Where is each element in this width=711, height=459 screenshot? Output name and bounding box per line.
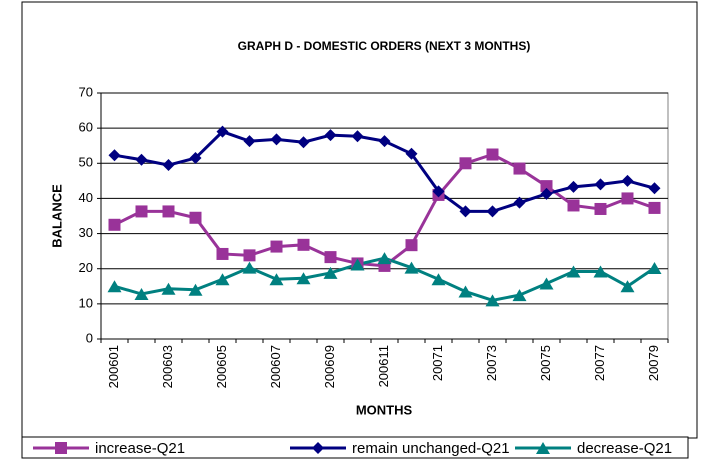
data-point (405, 239, 418, 252)
data-point (593, 265, 608, 278)
data-point (621, 192, 634, 205)
data-point (242, 261, 257, 274)
data-point (566, 265, 581, 278)
data-point (486, 205, 499, 218)
data-point (458, 285, 473, 298)
data-point (162, 205, 175, 218)
data-point (188, 283, 203, 296)
x-tick-label: 200607 (268, 345, 283, 388)
legend-marker (312, 442, 324, 454)
data-point (269, 273, 284, 286)
data-point (513, 162, 526, 175)
data-point (540, 180, 553, 193)
data-point (405, 147, 418, 160)
y-tick-label: 0 (86, 330, 93, 345)
data-point (243, 249, 256, 262)
data-point (620, 280, 635, 293)
data-point (648, 182, 661, 195)
x-tick-label: 20077 (592, 345, 607, 381)
legend-label: increase-Q21 (95, 440, 185, 457)
data-point (296, 272, 311, 285)
x-tick-label: 200611 (376, 345, 391, 387)
data-point (486, 148, 499, 161)
data-point (539, 277, 554, 290)
data-point (215, 273, 230, 286)
legend-box (21, 436, 689, 459)
data-point (161, 282, 176, 295)
x-tick-label: 20073 (484, 345, 499, 381)
data-point (351, 130, 364, 143)
y-tick-label: 70 (79, 84, 93, 99)
data-point (512, 289, 527, 302)
data-point (243, 135, 256, 148)
data-point (162, 159, 175, 172)
data-point (567, 199, 580, 212)
x-axis-label: MONTHS (356, 402, 413, 417)
x-tick-label: 200603 (160, 345, 175, 388)
y-axis-label: BALANCE (49, 184, 64, 248)
data-point (432, 185, 445, 198)
y-tick-label: 50 (79, 155, 93, 170)
data-point (540, 187, 553, 200)
data-point (323, 266, 338, 279)
data-point (189, 211, 202, 224)
data-point (648, 201, 661, 214)
data-point (404, 261, 419, 274)
data-point (297, 238, 310, 251)
x-tick-label: 200601 (106, 345, 121, 388)
chart-title: GRAPH D - DOMESTIC ORDERS (NEXT 3 MONTHS… (238, 39, 531, 53)
data-point (134, 288, 149, 301)
data-point (135, 153, 148, 166)
data-point (324, 129, 337, 142)
x-tick-label: 20079 (646, 345, 661, 381)
data-point (216, 247, 229, 260)
data-point (594, 178, 607, 191)
data-point (459, 205, 472, 218)
data-point (485, 294, 500, 307)
data-point (297, 136, 310, 149)
data-point (459, 157, 472, 170)
x-tick-label: 20071 (430, 345, 445, 381)
data-point (107, 280, 122, 293)
y-tick-label: 40 (79, 190, 93, 205)
legend-marker (536, 442, 550, 454)
y-tick-label: 20 (79, 260, 93, 275)
data-point (621, 174, 634, 187)
legend-marker (55, 442, 67, 454)
y-tick-label: 10 (79, 295, 93, 310)
data-point (378, 135, 391, 148)
legend-label: remain unchanged-Q21 (352, 440, 510, 457)
data-point (270, 240, 283, 253)
data-point (108, 218, 121, 231)
data-point (216, 125, 229, 138)
data-point (135, 205, 148, 218)
x-tick-label: 20075 (538, 345, 553, 381)
data-point (513, 196, 526, 209)
x-tick-label: 200605 (214, 345, 229, 388)
y-tick-label: 60 (79, 120, 93, 135)
y-tick-label: 30 (79, 225, 93, 240)
data-point (377, 252, 392, 265)
data-point (431, 273, 446, 286)
data-point (350, 258, 365, 271)
data-point (647, 262, 662, 275)
data-point (189, 152, 202, 165)
data-point (567, 180, 580, 193)
data-point (324, 251, 337, 264)
legend-label: decrease-Q21 (577, 440, 672, 457)
data-point (270, 133, 283, 146)
data-point (108, 149, 121, 162)
data-point (594, 202, 607, 215)
x-tick-label: 200609 (322, 345, 337, 388)
